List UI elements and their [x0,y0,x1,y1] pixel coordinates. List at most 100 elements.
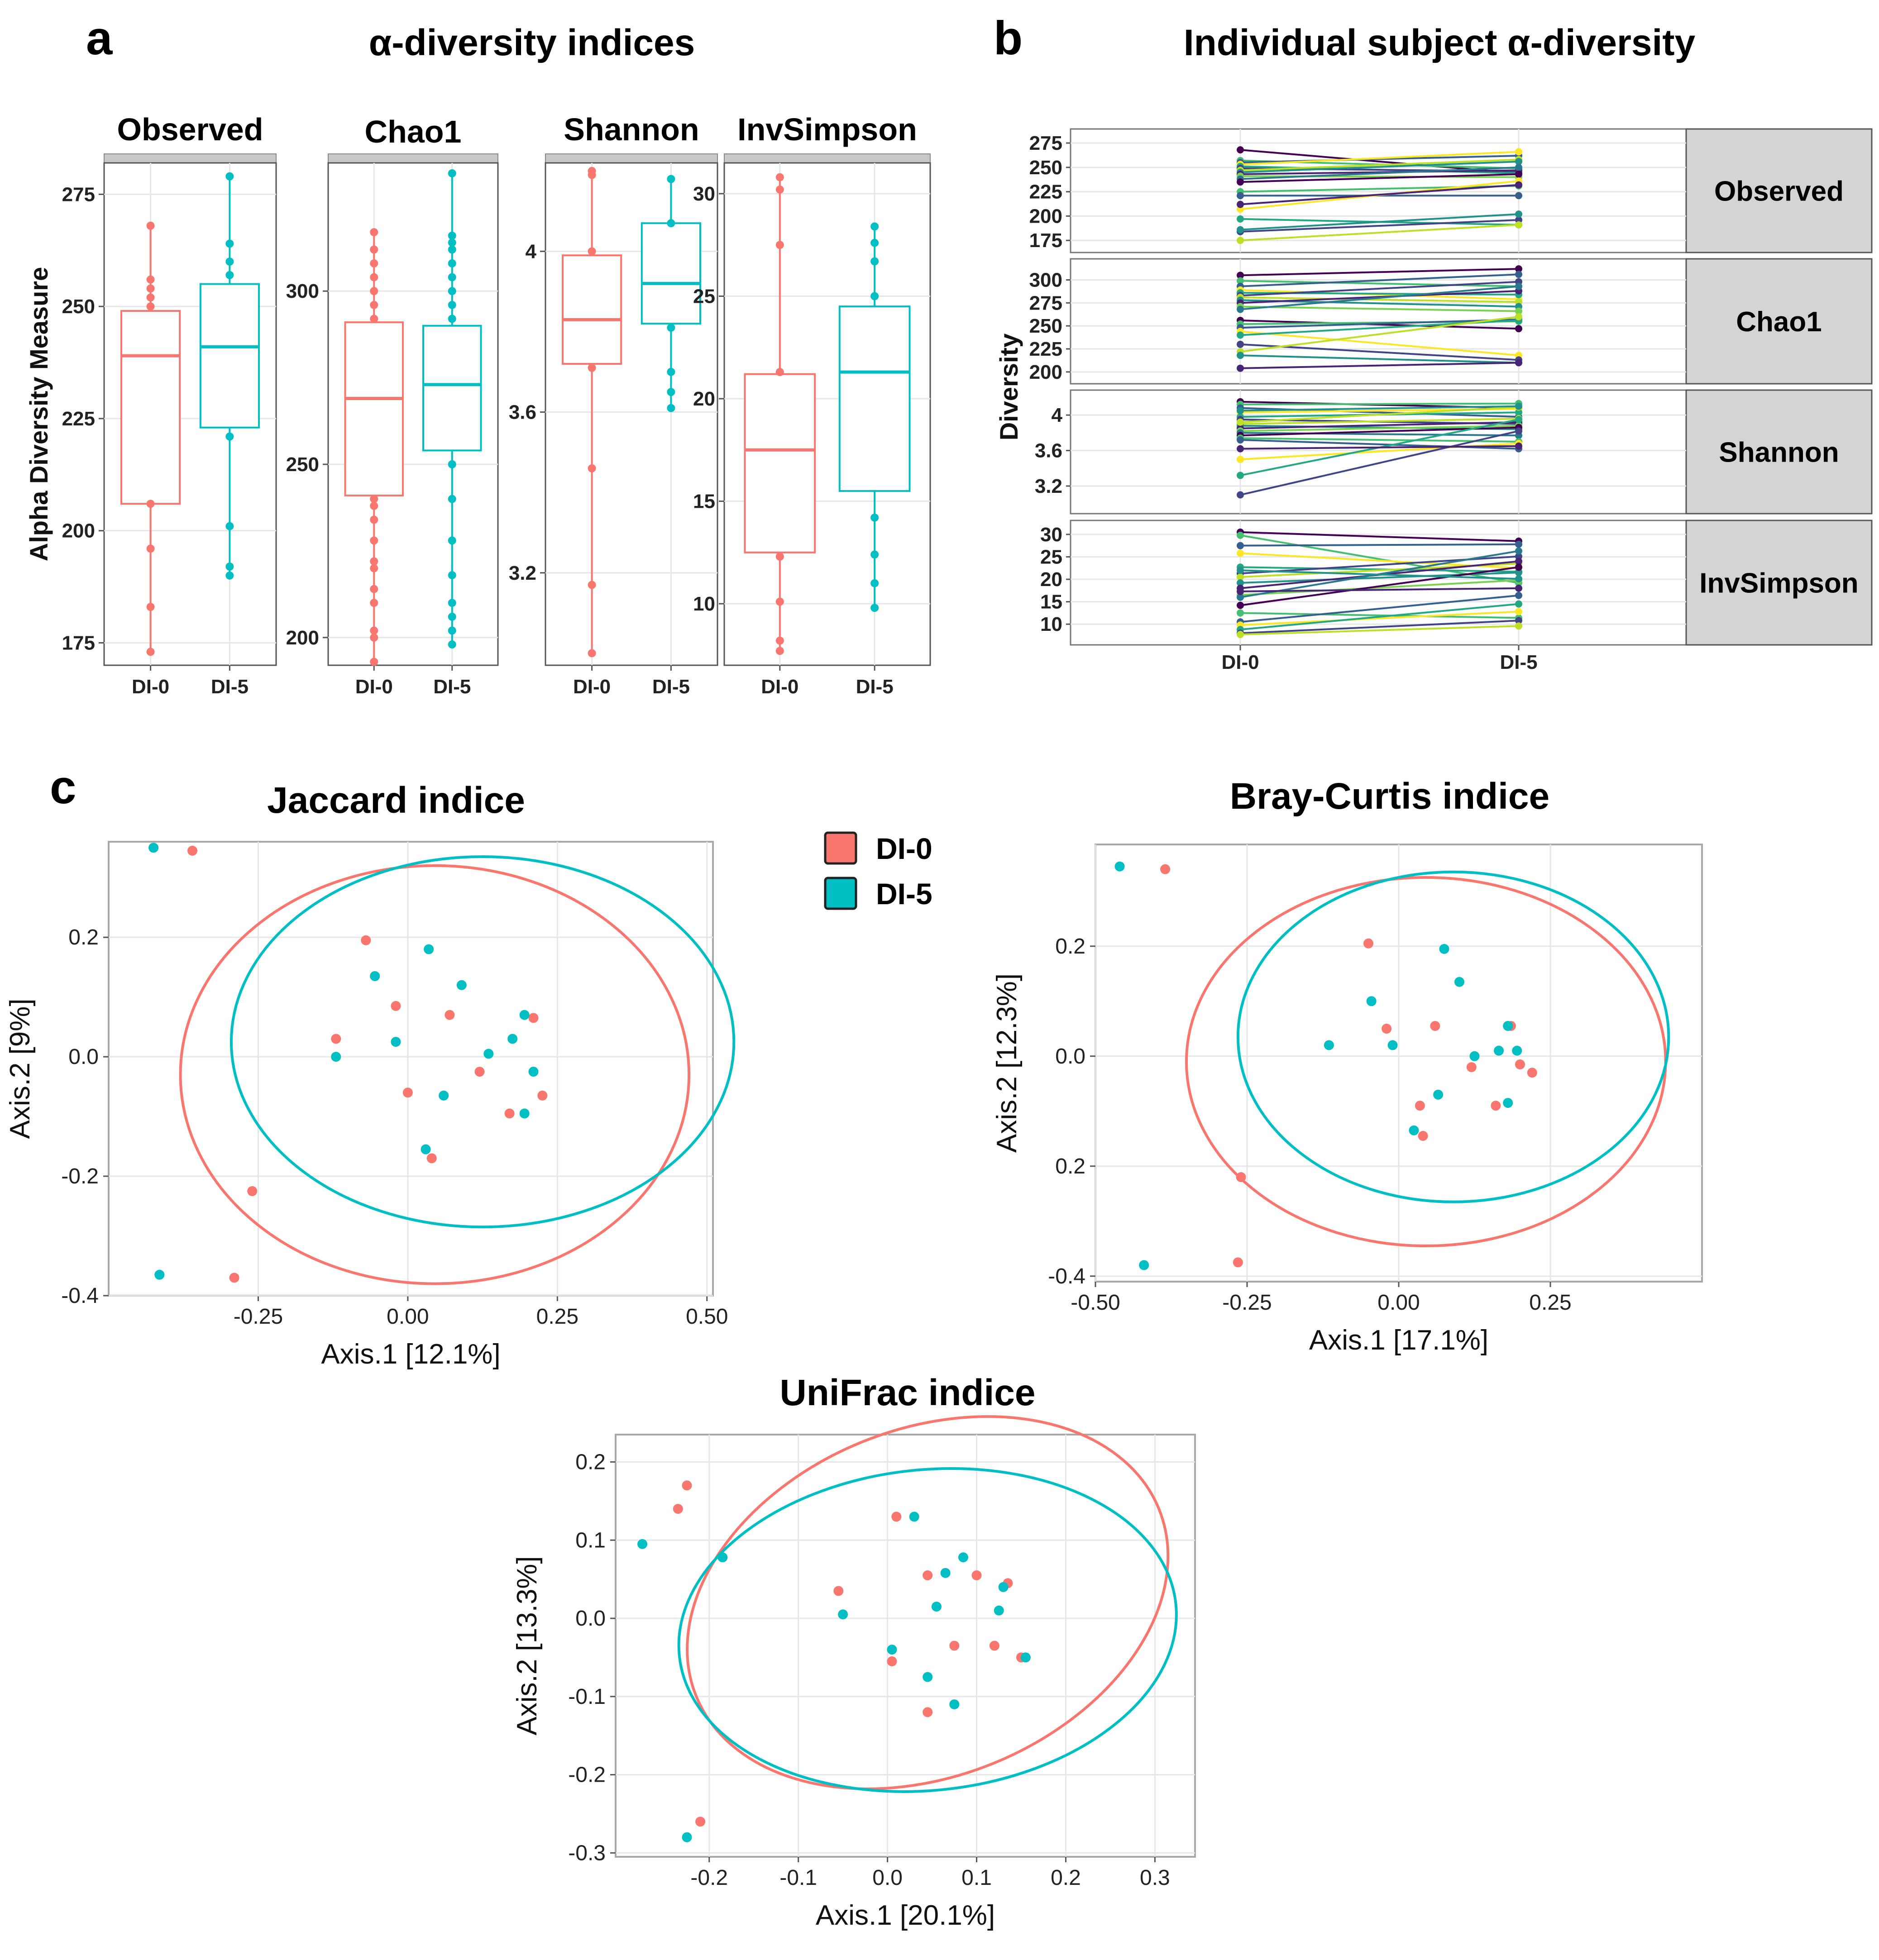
data-point [1387,1040,1398,1050]
data-point [424,944,434,954]
subject-segment [1240,305,1519,312]
data-point [1418,1131,1428,1141]
subject-point [1515,558,1522,565]
data-point [1382,1024,1392,1034]
data-point [1527,1068,1537,1078]
facet-observed: Observed 175 200 225 250 275 DI-0 DI-5 [62,112,277,698]
subject-point [1237,601,1244,609]
subject-point [1515,271,1522,278]
box-di-0 [344,228,404,666]
x-tick-label: DI-0 [132,676,169,698]
data-point [775,185,784,194]
data-point [448,626,456,635]
data-point [448,231,456,240]
data-point [775,241,784,249]
x-tick-label: 0.50 [686,1305,728,1329]
subject-point [1515,415,1522,423]
data-point [146,221,155,230]
subject-segment [1240,289,1519,300]
x-tick-label: DI-0 [761,676,798,698]
x-tick-label: 0.2 [1051,1866,1081,1890]
data-point [448,287,456,296]
data-point [370,315,378,323]
subject-point [1515,210,1522,218]
data-point [891,1512,902,1522]
subject-line [1237,427,1522,499]
y-tick-label: 225 [1029,338,1062,360]
data-point [775,636,784,645]
data-point [695,1817,706,1827]
subject-segment [1240,296,1519,303]
data-point [667,175,675,183]
subject-point [1515,282,1522,290]
individual-alpha-panel: DiversityObserved175200225250275Chao1200… [994,128,1873,673]
data-point [370,273,378,281]
subject-point [1515,563,1522,571]
x-tick-label: -0.1 [779,1866,817,1890]
legend-label-di-5: DI-5 [876,877,932,911]
data-point [1020,1652,1031,1663]
data-point [923,1570,933,1580]
subject-point [1515,409,1522,416]
data-point [775,173,784,181]
series-di-5 [148,843,736,1280]
data-point [448,640,456,649]
subject-segment [1240,184,1519,205]
data-point [448,495,456,503]
facet-strip [1685,520,1873,646]
confidence-ellipse [677,1467,1178,1793]
data-point [1494,1045,1504,1056]
data-point [331,1052,341,1062]
data-point [923,1672,933,1682]
subject-line [1237,265,1522,279]
data-point [370,245,378,254]
y-tick-label: 275 [1029,132,1062,154]
x-tick-label: DI-5 [652,676,690,698]
data-point [537,1090,548,1101]
series-di-5 [637,1467,1178,1842]
data-point [146,275,155,284]
subject-point [1237,418,1244,426]
subject-line [1237,282,1522,313]
box-iqr [641,222,702,325]
data-point [1160,864,1171,874]
y-tick-label: 4 [526,240,537,262]
subject-segment [1240,281,1519,297]
y-tick-label: 175 [62,632,95,654]
subject-point [1237,277,1244,285]
data-point [1515,1059,1525,1070]
series-di-5 [1114,861,1670,1270]
subject-segment [1240,166,1519,180]
y-tick-label: 250 [62,296,95,318]
subject-point [1515,359,1522,367]
y-tick-label: 3.2 [1035,475,1062,497]
data-point [483,1049,494,1059]
data-point [225,258,234,266]
subject-line [1237,540,1522,549]
data-point [1415,1101,1425,1111]
y-tick-label: 3.6 [509,401,536,424]
facet-strip [104,153,277,163]
facet-strip [1685,128,1873,253]
data-point [958,1552,968,1563]
subject-segment [1240,155,1519,164]
subject-segment [1240,362,1519,369]
y-tick-label: -0.3 [568,1841,606,1865]
x-tick-label: DI-5 [433,676,471,698]
y-tick-label: 200 [286,627,319,649]
data-point [588,464,596,472]
data-point [588,247,596,256]
data-point [637,1539,648,1549]
data-point [870,550,879,559]
subject-segment [1240,158,1519,172]
subject-segment [1240,185,1519,193]
y-tick-label: 0.2 [1055,1154,1085,1178]
subject-point [1237,491,1244,499]
data-point [838,1609,848,1620]
y-axis-title: Alpha Diversity Measure [24,267,53,561]
subject-point [1237,340,1244,348]
y-tick-label: 0.2 [575,1450,606,1474]
facet-strip-label: Chao1 [1736,306,1822,338]
subject-segment [1240,430,1519,496]
